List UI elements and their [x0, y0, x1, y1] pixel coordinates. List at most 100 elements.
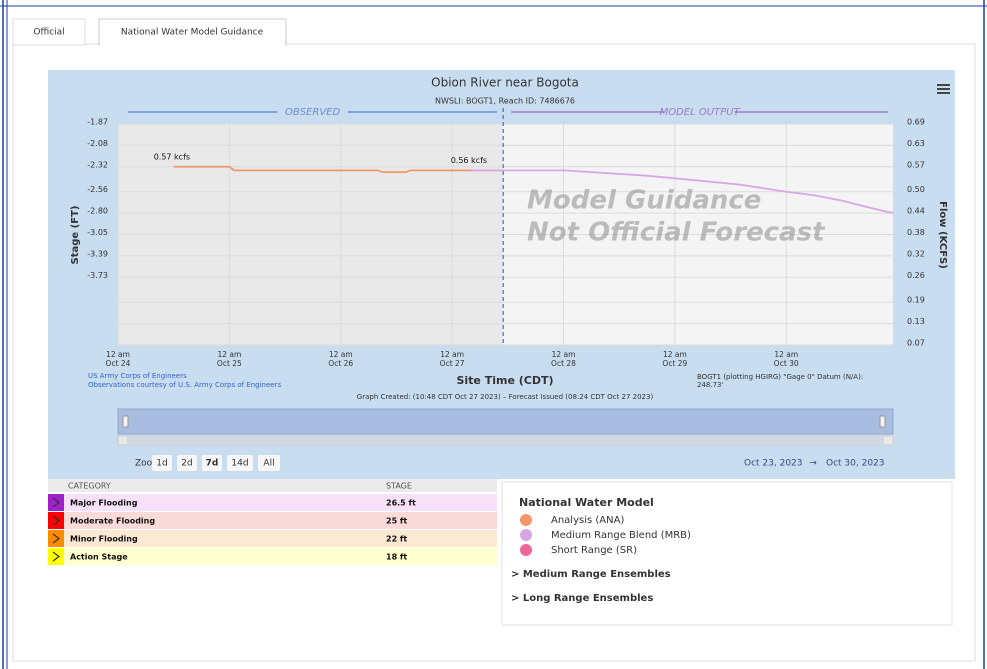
section-label: OBSERVED: [285, 107, 341, 118]
menu-icon[interactable]: [937, 84, 950, 94]
zoom-button[interactable]: [152, 455, 172, 471]
tab[interactable]: [12, 18, 86, 46]
series-line: [173, 165, 504, 174]
y2-tick-label: 0.32: [907, 249, 925, 258]
x-tick-label: Oct 30: [774, 359, 799, 368]
watermark: Model Guidance: [527, 186, 761, 216]
y-tick-label: -2.56: [87, 185, 108, 194]
x-tick-label: 12 am: [217, 350, 241, 359]
x-tick-label: Oct 28: [551, 359, 576, 368]
table-cell: 26.5 ft: [386, 499, 416, 508]
legend-entry[interactable]: Medium Range Blend (MRB): [551, 530, 691, 541]
category-icon: [48, 530, 64, 547]
table-header-cell: CATEGORY: [68, 482, 111, 491]
y2-tick-label: 0.38: [907, 228, 925, 237]
legend-entry[interactable]: Short Range (SR): [551, 545, 637, 556]
tab-active[interactable]: [98, 18, 287, 46]
credit[interactable]: US Army Corps of Engineers: [88, 372, 187, 380]
x-tick-label: Oct 26: [328, 359, 353, 368]
navigator-handle[interactable]: [122, 415, 129, 428]
x-tick-label: Oct 25: [217, 359, 242, 368]
table-row: [48, 530, 497, 547]
legend-link[interactable]: > Medium Range Ensembles: [511, 569, 671, 580]
x-tick-label: Oct 27: [440, 359, 465, 368]
x-tick-label: 12 am: [774, 350, 798, 359]
y2-tick-label: 0.44: [907, 207, 925, 216]
category-icon: [48, 512, 64, 529]
legend-entry[interactable]: Analysis (ANA): [551, 515, 624, 526]
legend-marker: [520, 544, 532, 556]
zoom-button-label[interactable]: 2d: [181, 459, 192, 469]
section-label: MODEL OUTPUT: [660, 107, 741, 118]
table-cell: Major Flooding: [70, 499, 138, 508]
credit[interactable]: Observations courtesy of U.S. Army Corps…: [88, 381, 281, 389]
range-from[interactable]: Oct 23, 2023: [744, 459, 803, 469]
y-tick-label: -2.32: [87, 160, 108, 169]
tab-label[interactable]: National Water Model Guidance: [121, 28, 264, 38]
zoom-button-label[interactable]: 1d: [156, 459, 167, 469]
chevron: [52, 497, 60, 508]
zoom-button-label[interactable]: 7d: [206, 459, 219, 469]
table-cell: Minor Flooding: [70, 535, 138, 544]
x-tick-label: Oct 29: [662, 359, 687, 368]
zoom-label: Zoom: [135, 459, 161, 469]
menu-bar[interactable]: [937, 88, 950, 90]
chevron: [52, 551, 60, 562]
table-row: [48, 548, 497, 565]
y-axis-title: Stage (FT): [70, 206, 81, 265]
zoom-button-label[interactable]: All: [263, 459, 274, 469]
table-row: [48, 494, 497, 511]
x-tick-label: Oct 24: [106, 359, 131, 368]
range-arrow: →: [809, 459, 817, 469]
x-tick-label: 12 am: [329, 350, 353, 359]
y2-tick-label: 0.07: [907, 339, 925, 348]
y2-tick-label: 0.19: [907, 296, 925, 305]
tab-label[interactable]: Official: [33, 28, 64, 38]
table-cell: Action Stage: [70, 553, 128, 562]
graph-created: Graph Created: (10:48 CDT Oct 27 2023) –…: [357, 393, 654, 401]
chevron: [52, 515, 60, 526]
y-tick-label: -2.80: [87, 207, 108, 216]
y2-tick-label: 0.26: [907, 271, 925, 280]
datum: 248.73': [697, 381, 723, 389]
zoom-button[interactable]: [202, 455, 222, 471]
navigator-handle[interactable]: [879, 415, 886, 428]
y-tick-label: -3.05: [87, 228, 108, 237]
legend-link[interactable]: > Long Range Ensembles: [511, 593, 653, 604]
series-line: [470, 169, 894, 214]
x-tick-label: 12 am: [663, 350, 687, 359]
table-header-cell: STAGE: [386, 482, 412, 491]
legend-panel: [501, 481, 953, 626]
y-tick-label: -3.73: [87, 271, 108, 280]
y2-tick-label: 0.57: [907, 160, 925, 169]
category-icon: [48, 494, 64, 511]
zoom-button[interactable]: [177, 455, 197, 471]
section-label-bg: [664, 106, 735, 118]
annotation: 0.56 kcfs: [451, 156, 487, 165]
chart-subtitle: NWSLI: BOGT1, Reach ID: 7486676: [435, 97, 575, 106]
table-header: [48, 479, 497, 492]
x-axis-title: Site Time (CDT): [456, 374, 553, 387]
annotation: 0.57 kcfs: [154, 152, 190, 161]
x-tick-label: 12 am: [106, 350, 130, 359]
range-to[interactable]: Oct 30, 2023: [826, 459, 885, 469]
table-cell: 18 ft: [386, 553, 407, 562]
y2-tick-label: 0.50: [907, 185, 925, 194]
x-tick-label: 12 am: [440, 350, 464, 359]
menu-bar[interactable]: [937, 92, 950, 94]
navigator[interactable]: [117, 408, 894, 435]
scrollbar-thumb[interactable]: [127, 436, 884, 445]
legend-marker: [520, 514, 532, 526]
menu-bar[interactable]: [937, 84, 950, 86]
zoom-button-label[interactable]: 14d: [231, 459, 248, 469]
chart-title: Obion River near Bogota: [431, 76, 579, 90]
zoom-button[interactable]: [258, 455, 280, 471]
table-cell: 22 ft: [386, 535, 407, 544]
y-tick-label: -1.87: [87, 118, 108, 127]
legend-marker: [520, 529, 532, 541]
y2-tick-label: 0.69: [907, 118, 925, 127]
datum: BOGT1 (plotting HGIRG) "Gage 0" Datum (N…: [697, 373, 863, 381]
x-tick-label: 12 am: [552, 350, 576, 359]
zoom-button[interactable]: [227, 455, 253, 471]
